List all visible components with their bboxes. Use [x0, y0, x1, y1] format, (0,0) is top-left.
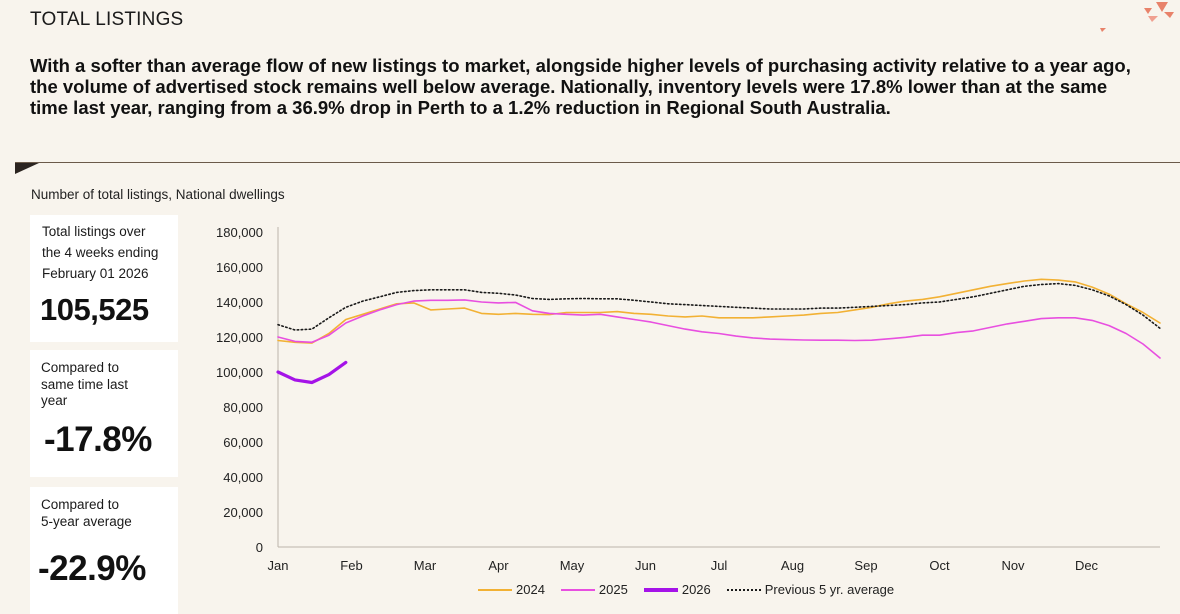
x-tick-label: Dec	[1075, 558, 1099, 573]
section-divider	[15, 162, 1180, 163]
chart-subtitle: Number of total listings, National dwell…	[31, 187, 285, 202]
legend-item-2025: 2025	[560, 582, 628, 597]
x-tick-label: Feb	[340, 558, 362, 573]
x-tick-label: Jun	[635, 558, 656, 573]
legend-item-2026: 2026	[643, 582, 711, 597]
series-line-2026	[276, 360, 348, 385]
stat-label: Total listings over the 4 weeks ending F…	[42, 224, 159, 281]
stat-value: -22.9%	[38, 549, 146, 588]
y-tick-label: 120,000	[216, 330, 263, 345]
y-tick-label: 40,000	[223, 470, 263, 485]
y-tick-label: 0	[256, 540, 263, 555]
y-tick-label: 20,000	[223, 505, 263, 520]
series-line-previous-5-yr-average	[277, 282, 1161, 331]
legend-swatch-5yr-average	[726, 588, 761, 591]
x-tick-label: Jul	[711, 558, 728, 573]
x-tick-label: Sep	[854, 558, 877, 573]
stat-value: 105,525	[40, 292, 149, 327]
y-tick-label: 100,000	[216, 365, 263, 380]
stat-card-total-listings: Total listings over the 4 weeks ending F…	[30, 215, 178, 342]
stat-card-vs-5yr-average: Compared to 5-year average -22.9%	[30, 487, 178, 614]
stat-label: Compared to same time last year	[41, 360, 129, 408]
legend-swatch-2024	[478, 588, 512, 591]
line-chart: 0 20,000 40,000 60,000 80,000 100,000 120,000 1…	[216, 225, 1161, 573]
section-title: TOTAL LISTINGS	[30, 9, 184, 30]
intro-paragraph: With a softer than average flow of new l…	[30, 55, 1131, 118]
x-tick-label: Jan	[268, 558, 289, 573]
x-tick-label: Apr	[488, 558, 509, 573]
corner-decoration	[1100, 2, 1174, 32]
chart-legend: 2024 2025 2026 Previous 5 yr. average	[478, 582, 910, 597]
series-line-2024	[277, 278, 1161, 344]
legend-swatch-2025	[560, 588, 595, 591]
x-tick-label: May	[560, 558, 585, 573]
stat-value: -17.8%	[44, 420, 152, 459]
y-tick-label: 80,000	[223, 400, 263, 415]
x-tick-label: Aug	[781, 558, 804, 573]
x-tick-label: Nov	[1001, 558, 1025, 573]
legend-item-5yr-average: Previous 5 yr. average	[726, 582, 894, 597]
series-line-2025	[277, 299, 1161, 359]
stat-card-vs-last-year: Compared to same time last year -17.8%	[30, 350, 178, 477]
x-tick-label: Mar	[414, 558, 437, 573]
stat-label: Compared to 5-year average	[41, 497, 132, 529]
legend-swatch-2026	[643, 587, 678, 592]
legend-item-2024: 2024	[478, 582, 545, 597]
y-tick-label: 160,000	[216, 260, 263, 275]
y-tick-label: 60,000	[223, 435, 263, 450]
y-tick-label: 180,000	[216, 225, 263, 240]
divider-flag	[15, 163, 39, 174]
y-tick-label: 140,000	[216, 295, 263, 310]
x-tick-label: Oct	[929, 558, 950, 573]
